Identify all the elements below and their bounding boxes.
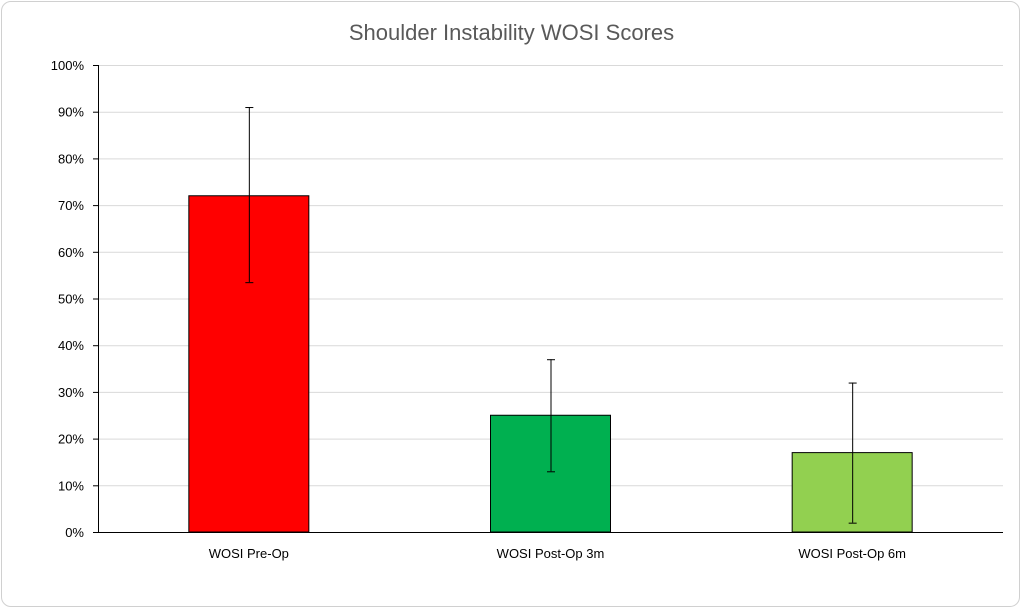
y-tick-label: 70% xyxy=(58,198,84,213)
chart-title: Shoulder Instability WOSI Scores xyxy=(348,20,675,45)
y-tick-label: 20% xyxy=(58,432,84,447)
bar xyxy=(188,195,310,533)
error-bars xyxy=(245,107,857,524)
y-tick-label: 60% xyxy=(58,245,84,260)
error-bar xyxy=(848,382,857,524)
x-category-label: WOSI Pre-Op xyxy=(209,546,289,561)
y-tick-label: 30% xyxy=(58,385,84,400)
error-bar xyxy=(245,107,254,284)
y-tick-label: 50% xyxy=(58,292,84,307)
x-category-label: WOSI Post-Op 3m xyxy=(497,546,605,561)
y-tick-label: 90% xyxy=(58,105,84,120)
x-category-label: WOSI Post-Op 6m xyxy=(798,546,906,561)
y-axis-tick-labels: 0% 10% 20% 30% 40% 50% 60% 70% 80% 90% 100% xyxy=(51,58,98,540)
y-tick-label: 0% xyxy=(65,525,84,540)
y-tick-label: 40% xyxy=(58,338,84,353)
y-tick-label: 80% xyxy=(58,151,84,166)
axes xyxy=(98,65,1003,533)
y-tick-label: 10% xyxy=(58,478,84,493)
y-tick-label: 100% xyxy=(51,58,85,73)
error-bar xyxy=(547,359,555,473)
category-labels: WOSI Pre-Op WOSI Post-Op 3m WOSI Post-Op 6… xyxy=(209,546,906,561)
